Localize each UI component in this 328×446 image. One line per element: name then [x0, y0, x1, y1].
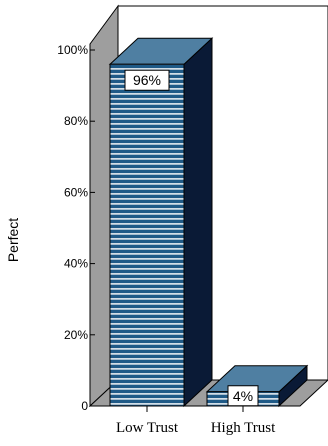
x-tick-label: Low Trust — [116, 420, 179, 436]
y-tick-label: 20% — [64, 328, 88, 342]
y-tick-label: 0 — [81, 399, 88, 413]
y-tick-label: 100% — [57, 43, 88, 57]
y-tick-label: 60% — [64, 185, 88, 199]
y-axis-title: Perfect — [5, 218, 21, 262]
bar-low-trust: 96% — [108, 37, 214, 408]
data-label: 4% — [227, 385, 259, 407]
y-tick-label: 80% — [64, 114, 88, 128]
svg-text:4%: 4% — [233, 388, 253, 404]
svg-text:96%: 96% — [133, 72, 161, 88]
x-tick-label: High Trust — [211, 420, 276, 436]
y-tick-label: 40% — [64, 257, 88, 271]
bar-front-face — [109, 63, 185, 407]
bar-high-trust: 4% — [205, 364, 309, 408]
data-label: 96% — [124, 69, 170, 91]
bar-side-face — [183, 37, 213, 408]
